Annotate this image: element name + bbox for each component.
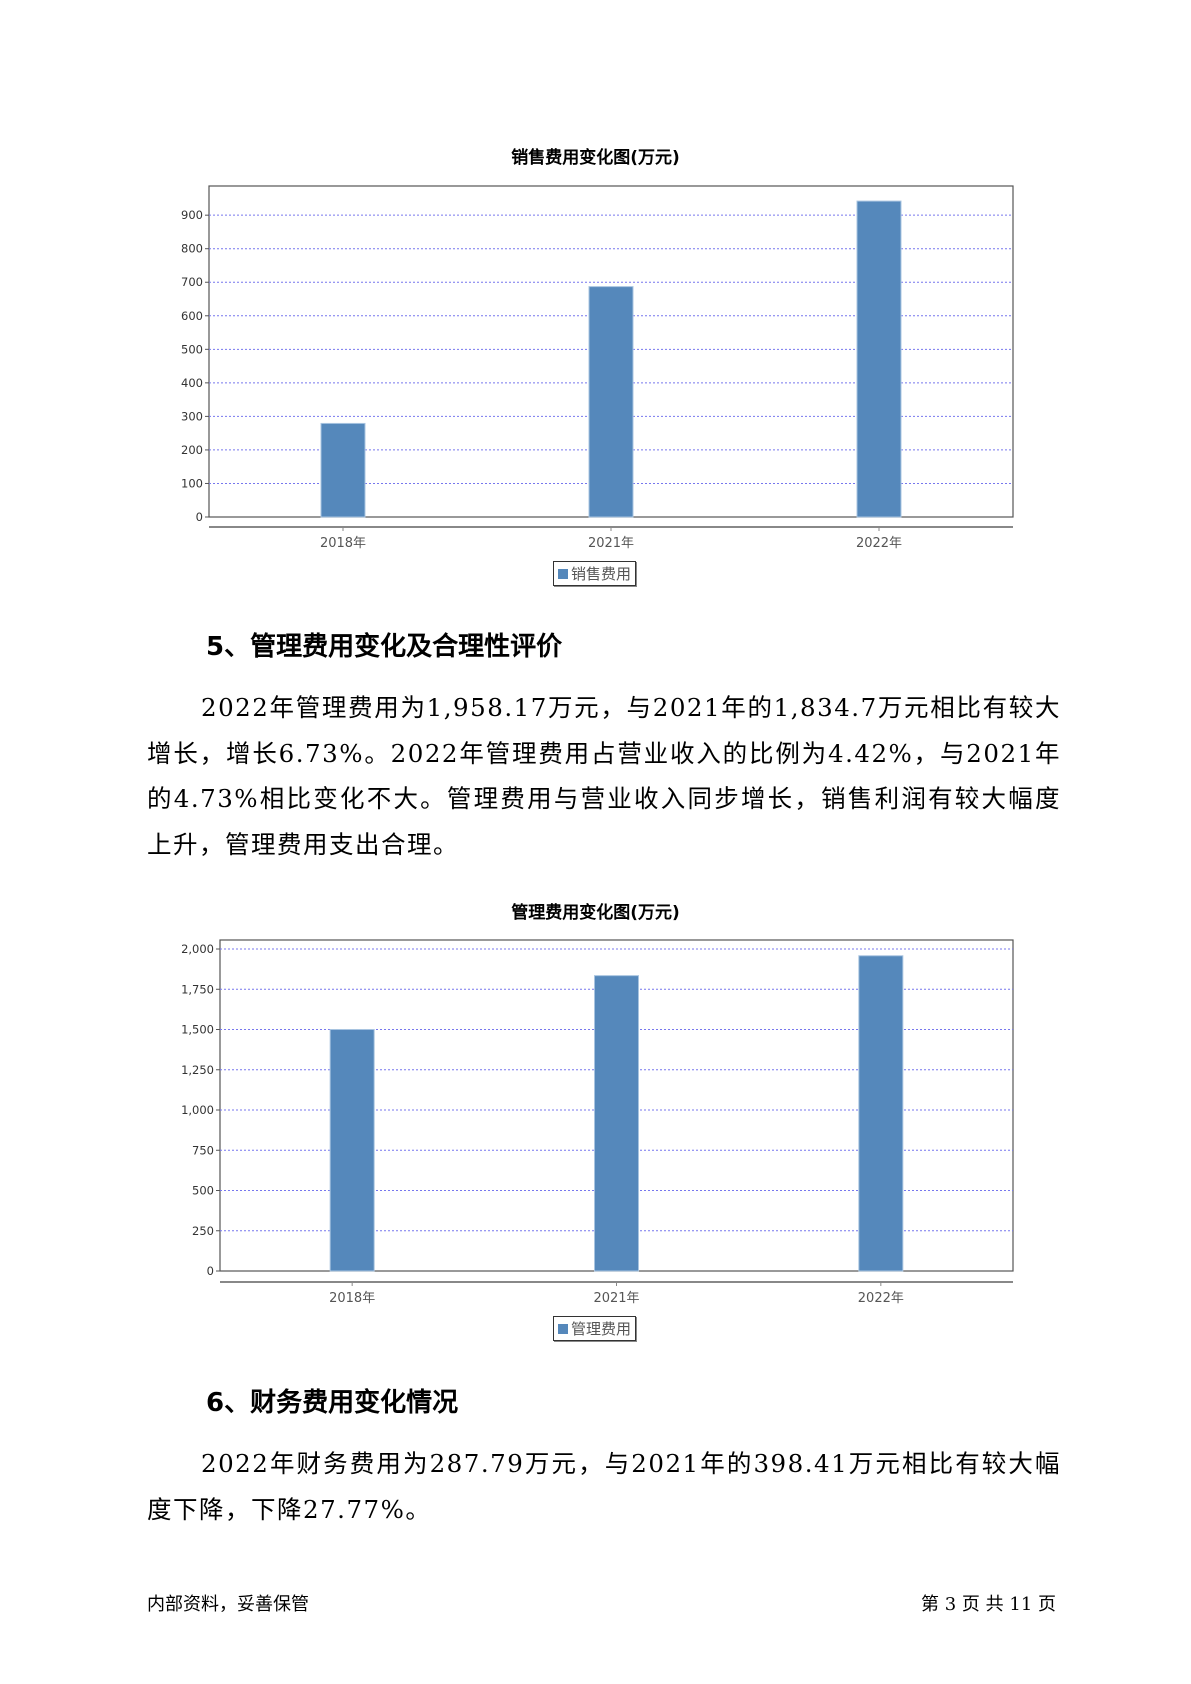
x-tick-label: 2022年 — [856, 536, 902, 551]
y-tick-label: 500 — [181, 342, 203, 356]
chart-legend: 销售费用 — [553, 561, 637, 586]
x-tick-label: 2022年 — [858, 1291, 904, 1306]
y-tick-label: 600 — [181, 309, 203, 323]
bar — [594, 975, 639, 1272]
x-tick-label: 2021年 — [588, 536, 634, 551]
y-tick-label: 1,750 — [181, 982, 214, 996]
sales-expense-chart: 0 100 200 300 400 500 600 700 800 900 2018年 2021年 20… — [181, 185, 1014, 551]
y-tick-label: 300 — [181, 409, 203, 423]
section-heading: 6、财务费用变化情况 — [206, 1388, 459, 1418]
legend-swatch — [558, 1323, 568, 1334]
bar — [320, 422, 366, 518]
y-tick-label: 0 — [196, 510, 203, 524]
chart-title: 管理费用变化图(万元) — [511, 903, 680, 923]
bar — [329, 1029, 375, 1272]
y-tick-label: 900 — [181, 208, 203, 222]
page-number: 第 3 页 共 11 页 — [921, 1594, 1056, 1615]
bar — [588, 286, 634, 518]
section-paragraph: 2022年管理费用为1,958.17万元，与2021年的1,834.7万元相比有… — [147, 693, 1061, 859]
legend-swatch — [558, 568, 568, 579]
y-tick-label: 1,000 — [181, 1103, 214, 1117]
bar — [858, 955, 904, 1272]
section-heading: 5、管理费用变化及合理性评价 — [206, 632, 563, 662]
y-tick-label: 800 — [181, 242, 203, 256]
y-tick-label: 250 — [192, 1224, 214, 1238]
legend-label: 管理费用 — [571, 1320, 632, 1338]
y-tick-label: 400 — [181, 376, 203, 390]
y-tick-label: 1,500 — [181, 1023, 214, 1037]
y-tick-label: 2,000 — [181, 942, 214, 956]
y-tick-label: 1,250 — [181, 1063, 214, 1077]
y-tick-label: 500 — [192, 1184, 214, 1198]
chart-legend: 管理费用 — [553, 1316, 637, 1341]
section-paragraph: 2022年财务费用为287.79万元，与2021年的398.41万元相比有较大幅… — [147, 1449, 1061, 1524]
legend-label: 销售费用 — [571, 565, 632, 583]
y-tick-label: 700 — [181, 275, 203, 289]
y-tick-label: 100 — [181, 476, 203, 490]
x-tick-label: 2021年 — [593, 1291, 639, 1306]
y-tick-label: 0 — [207, 1264, 214, 1278]
x-tick-label: 2018年 — [320, 536, 366, 551]
bar — [856, 200, 902, 518]
y-tick-label: 750 — [192, 1143, 214, 1157]
x-tick-label: 2018年 — [329, 1291, 375, 1306]
y-tick-label: 200 — [181, 443, 203, 457]
chart-title: 销售费用变化图(万元) — [511, 148, 680, 168]
admin-expense-chart: 0 250 500 750 1,000 1,250 1,500 1,750 2,000 2018年… — [181, 939, 1014, 1306]
footer-confidential: 内部资料，妥善保管 — [147, 1594, 309, 1615]
